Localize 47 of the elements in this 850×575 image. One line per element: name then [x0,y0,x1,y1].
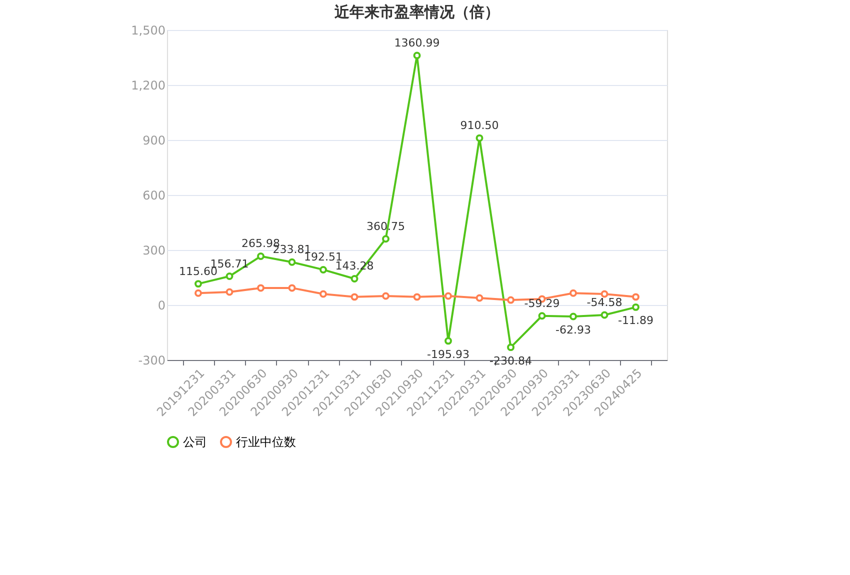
point [194,280,202,288]
point [288,284,296,292]
point [600,311,608,319]
data-label: -62.93 [556,324,591,337]
point [570,312,577,320]
point [226,272,234,280]
point [507,344,514,352]
data-label: 1360.99 [394,36,440,50]
y-tick-label: -300 [138,354,166,368]
point [476,134,484,142]
data-label: -11.89 [618,314,654,328]
point [538,312,546,320]
point [382,292,390,300]
legend-label: 公司 [183,435,207,449]
point [413,293,421,301]
point [382,235,390,243]
point [632,303,640,311]
point [320,266,327,274]
point [413,52,421,60]
y-tick-label: 300 [142,244,166,258]
point [194,289,202,297]
point [350,293,358,301]
y-tick-label: 1,500 [131,24,166,38]
y-tick-label: 900 [142,134,166,148]
y-tick-label: 0 [158,298,166,312]
point [257,252,264,260]
data-label: -59.29 [524,296,560,310]
point [288,258,296,266]
data-label: 115.60 [179,264,218,278]
point [350,275,358,282]
point [444,292,452,300]
point [507,296,514,304]
point [600,290,608,298]
point [476,294,484,302]
data-label: 910.50 [460,119,499,132]
chart-title: 近年来市盈率情况（倍） [334,3,500,21]
point [570,289,577,297]
point [257,284,264,292]
point [320,290,327,298]
y-tick-label: 600 [142,188,166,202]
data-label: -54.58 [586,296,622,310]
point [632,293,640,301]
point [226,288,234,296]
point [444,337,452,345]
y-tick-label: 1,200 [131,78,166,92]
legend-label: 行业中位数 [236,435,296,449]
data-label: -195.93 [427,348,470,361]
